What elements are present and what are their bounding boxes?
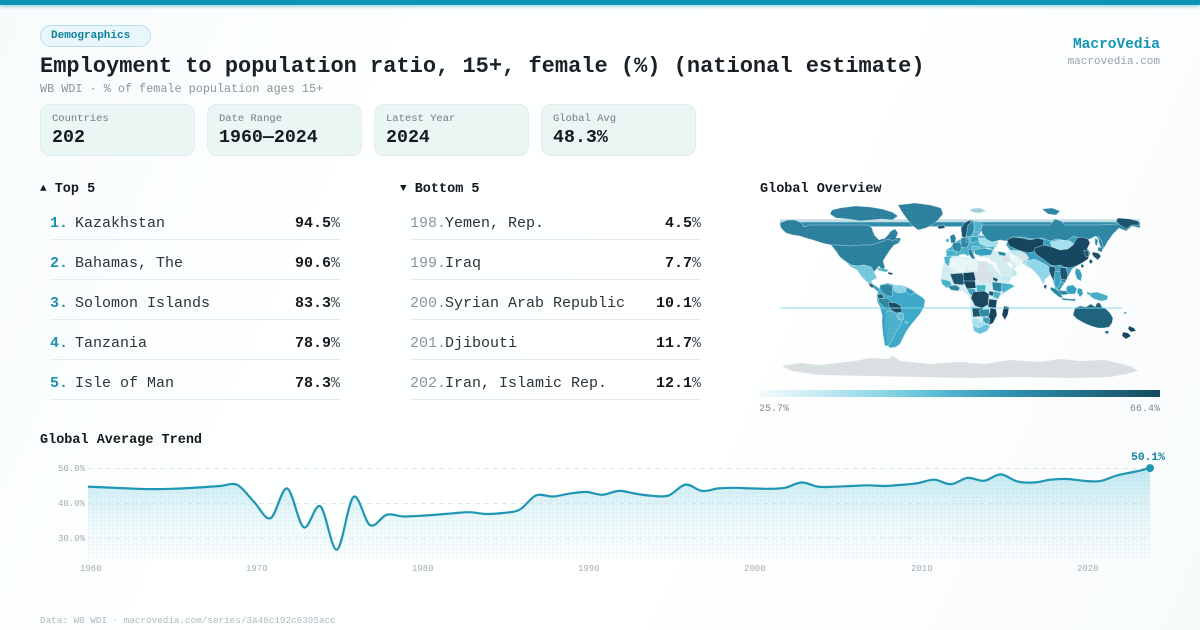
svg-text:50.1%: 50.1%	[1131, 452, 1165, 464]
